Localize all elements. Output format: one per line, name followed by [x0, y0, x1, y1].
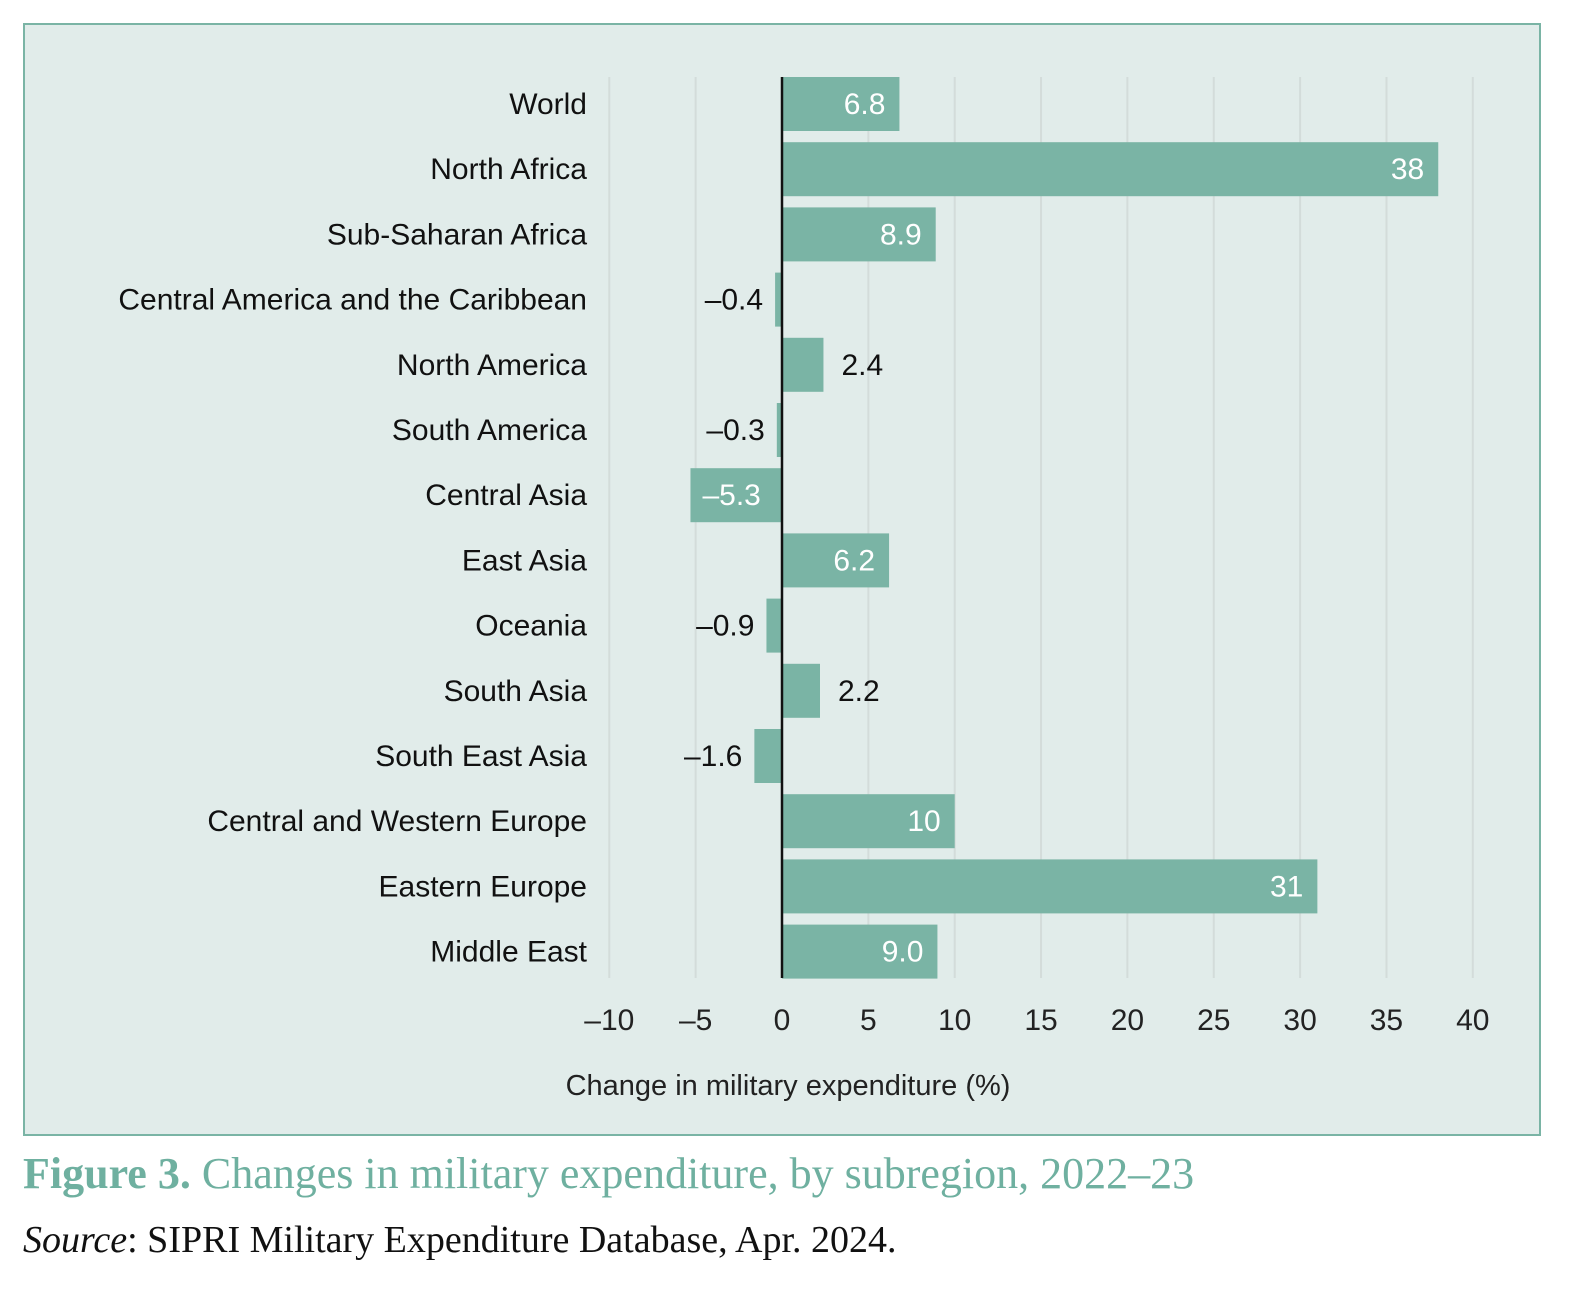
x-tick-label: 40 — [1456, 1004, 1489, 1037]
value-label: 6.8 — [844, 88, 886, 121]
category-label: East Asia — [462, 544, 587, 577]
value-label: –0.3 — [706, 414, 764, 447]
bar — [775, 272, 782, 327]
bar-chart: World 6.8 North Africa 38 Sub-Saharan Africa… — [118, 77, 1489, 1102]
value-label: –0.9 — [696, 610, 754, 643]
labels: World 6.8 North Africa 38 Sub-Saharan Africa… — [118, 88, 1424, 969]
category-label: South Asia — [444, 675, 588, 708]
source-line: Source: SIPRI Military Expenditure Datab… — [23, 1218, 897, 1262]
x-tick-label: 30 — [1283, 1004, 1316, 1037]
x-tick-label: 5 — [860, 1004, 877, 1037]
x-axis-ticks: –10 –5 0 5 10 15 20 25 30 35 40 — [584, 1004, 1489, 1037]
value-label: –1.6 — [684, 740, 742, 773]
x-tick-label: 20 — [1111, 1004, 1144, 1037]
value-label: 2.4 — [841, 349, 883, 382]
value-label: 10 — [907, 805, 940, 838]
category-label: Sub-Saharan Africa — [327, 218, 587, 251]
bar — [782, 924, 938, 979]
category-label: Middle East — [430, 936, 587, 969]
value-label: 31 — [1270, 870, 1303, 903]
value-label: –5.3 — [702, 479, 760, 512]
x-tick-label: –5 — [679, 1004, 712, 1037]
source-text: : SIPRI Military Expenditure Database, A… — [127, 1219, 897, 1261]
bar — [782, 663, 820, 718]
x-tick-label: 15 — [1024, 1004, 1057, 1037]
x-tick-label: 10 — [938, 1004, 971, 1037]
chart-panel: World 6.8 North Africa 38 Sub-Saharan Africa… — [23, 23, 1541, 1136]
x-tick-label: 25 — [1197, 1004, 1230, 1037]
bar — [782, 207, 936, 262]
x-tick-label: 35 — [1370, 1004, 1403, 1037]
value-label: 6.2 — [833, 544, 875, 577]
bars — [690, 77, 1439, 979]
category-label: North America — [397, 349, 587, 382]
category-label: Eastern Europe — [379, 870, 587, 903]
bar — [782, 794, 955, 849]
category-label: Oceania — [475, 610, 587, 643]
category-label: Central and Western Europe — [207, 805, 587, 838]
value-label: 2.2 — [838, 675, 880, 708]
figure-number: Figure 3. — [23, 1149, 191, 1198]
x-axis-title: Change in military expenditure (%) — [566, 1070, 1011, 1102]
bar — [754, 729, 782, 783]
bar — [782, 337, 824, 392]
category-label: Central America and the Caribbean — [118, 284, 587, 317]
value-label: –0.4 — [705, 284, 763, 317]
category-label: South East Asia — [375, 740, 587, 773]
x-tick-label: 0 — [774, 1004, 791, 1037]
bar — [782, 142, 1439, 197]
bar — [690, 468, 782, 523]
bar — [766, 598, 782, 653]
figure-caption: Figure 3. Changes in military expenditur… — [23, 1148, 1194, 1199]
gridlines — [608, 77, 1474, 978]
value-label: 8.9 — [880, 218, 922, 251]
value-label: 38 — [1391, 153, 1424, 186]
category-label: World — [509, 88, 587, 121]
bar — [776, 403, 782, 457]
bar — [782, 77, 900, 131]
category-label: South America — [392, 414, 587, 447]
category-label: North Africa — [430, 153, 587, 186]
source-label: Source — [23, 1219, 128, 1261]
figure-title: Changes in military expenditure, by subr… — [201, 1149, 1195, 1198]
category-label: Central Asia — [425, 479, 587, 512]
bar — [782, 859, 1318, 914]
bar — [782, 533, 890, 588]
value-label: 9.0 — [882, 936, 924, 969]
x-tick-label: –10 — [584, 1004, 634, 1037]
